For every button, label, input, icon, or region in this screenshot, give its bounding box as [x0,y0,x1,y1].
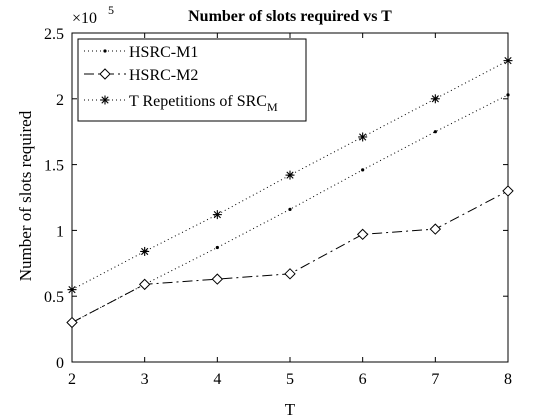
data-point [212,210,222,220]
x-tick-label: 7 [431,371,439,388]
legend-label-text: T Repetitions of SRC [129,93,267,110]
data-point [66,316,78,329]
data-point [356,228,369,241]
data-point [67,285,77,295]
series-3 [67,56,513,295]
series-1 [70,93,510,325]
y-axis-label: Number of slots required [16,110,35,281]
data-point [502,185,514,197]
data-point [140,246,150,256]
data-point [211,273,224,285]
x-tick-label: 6 [359,371,367,388]
x-tick-label: 5 [286,371,294,388]
data-point [99,68,111,80]
y-tick-label: 1 [56,223,64,240]
data-point [215,245,219,250]
x-tick-label: 4 [213,371,221,388]
y-tick-label: 1.5 [44,158,64,175]
legend: HSRC-M1 HSRC-M2 T Repetitions of SRCM [77,38,307,122]
data-point [506,93,510,97]
data-point [430,94,440,104]
y-tick-label: 2.5 [44,26,64,43]
legend-box [77,38,307,122]
x-tick-label: 8 [504,371,512,388]
data-point [358,132,368,142]
data-point [284,268,296,280]
y-axis-exponent-power: 5 [108,3,114,17]
x-tick-label: 2 [68,371,76,388]
data-point [288,207,292,211]
x-tick-label: 3 [141,371,149,388]
data-point [503,56,513,66]
series-2 [66,185,514,329]
legend-label-text: HSRC-M2 [129,67,198,84]
legend-entry: HSRC-M1 [84,44,198,61]
legend-label: HSRC-M1 [129,44,198,61]
y-tick-label: 2 [56,92,64,109]
legend-label: HSRC-M2 [129,67,198,84]
data-point [138,278,151,291]
data-point [433,130,437,134]
data-point [429,223,442,235]
legend-entry: T Repetitions of SRCM [84,93,278,114]
data-point [285,170,295,180]
y-axis-exponent-base: ×10 [72,10,97,27]
data-point [100,95,110,105]
legend-entry: HSRC-M2 [84,67,198,84]
legend-label-subscript: M [267,100,278,114]
legend-label: T Repetitions of SRCM [129,93,278,114]
x-axis-label: T [285,400,296,419]
axis-ticks: 2 3 4 5 6 7 8 0 0.5 1 1.5 2 2.5 [44,26,512,388]
legend-label-text: HSRC-M1 [129,44,198,61]
data-point [103,49,107,53]
chart-title: Number of slots required vs T [188,8,392,25]
y-tick-label: 0.5 [44,289,64,306]
y-tick-label: 0 [56,355,64,372]
y-axis-exponent: ×10 5 [72,3,114,27]
data-point [361,168,365,172]
series-layer [66,56,514,329]
